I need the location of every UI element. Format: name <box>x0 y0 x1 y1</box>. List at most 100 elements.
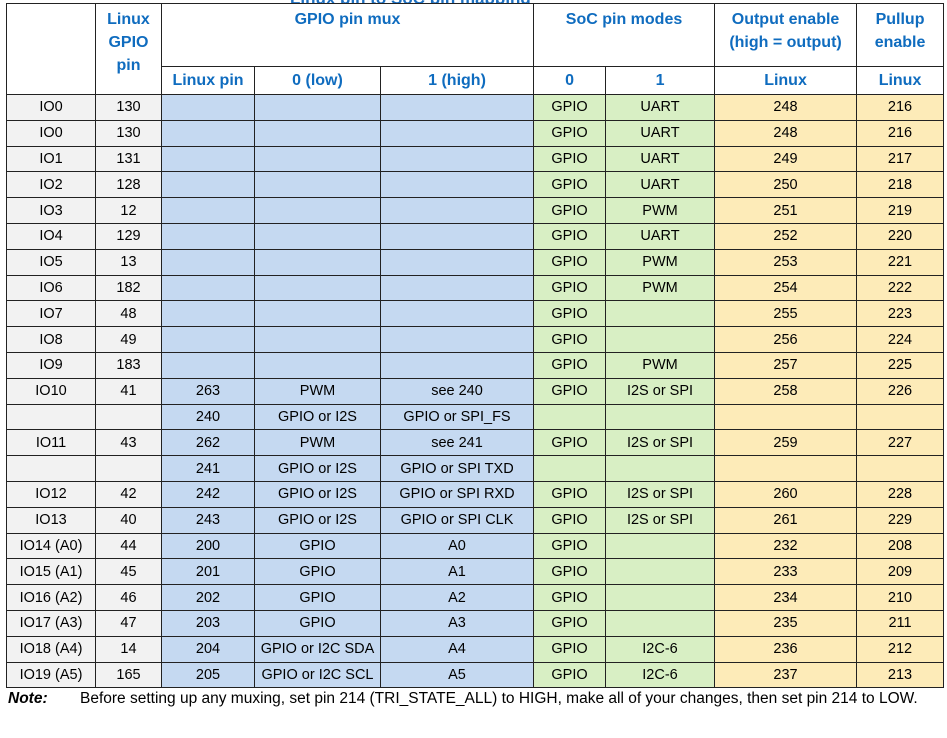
cell-soc-0: GPIO <box>533 274 607 302</box>
cell-soc-1 <box>605 403 716 431</box>
table-row: IO17 (A3) 47 203 GPIO A3 GPIO 235 211 <box>6 609 945 637</box>
cell-signal: IO7 <box>6 300 96 328</box>
cell-mux-low: GPIO or I2S <box>254 455 381 482</box>
cell-mux-linux-pin: 201 <box>161 558 255 586</box>
cell-output-enable: 258 <box>714 377 858 405</box>
cell-soc-0: GPIO <box>533 351 607 379</box>
note-label: Note: <box>8 690 48 707</box>
table-row: IO11 43 262 PWM see 241 GPIO I2S or SPI 259 227 <box>6 429 945 457</box>
cell-linux-gpio: 47 <box>95 609 162 637</box>
subheader-soc-1: 1 <box>605 66 716 95</box>
cell-soc-1 <box>605 326 716 353</box>
cell-linux-gpio: 41 <box>95 377 162 405</box>
cell-mux-linux-pin <box>161 248 255 276</box>
cell-soc-1: UART <box>605 171 716 199</box>
cell-output-enable <box>714 403 858 431</box>
cell-output-enable: 253 <box>714 248 858 276</box>
cell-mux-high: A1 <box>379 558 535 586</box>
cell-soc-0: GPIO <box>533 326 607 353</box>
cell-output-enable: 260 <box>714 480 858 508</box>
cell-pullup-enable: 216 <box>856 94 945 121</box>
cell-soc-0: GPIO <box>533 377 607 405</box>
cell-soc-0: GPIO <box>533 429 607 457</box>
subheader-mux-low: 0 (low) <box>254 66 381 95</box>
cell-mux-low <box>254 171 381 199</box>
cell-pullup-enable: 226 <box>856 377 945 405</box>
cell-soc-0 <box>533 403 607 431</box>
cell-pullup-enable: 213 <box>856 661 945 689</box>
cell-soc-0: GPIO <box>533 222 607 250</box>
cell-soc-0: GPIO <box>533 197 607 224</box>
cell-output-enable: 235 <box>714 609 858 637</box>
cell-linux-gpio: 129 <box>95 222 162 250</box>
cell-linux-gpio: 43 <box>95 429 162 457</box>
cell-soc-1: PWM <box>605 197 716 224</box>
cell-pullup-enable: 222 <box>856 274 945 302</box>
cell-mux-low: GPIO <box>254 584 381 611</box>
subheader-soc-0: 0 <box>533 66 607 95</box>
cell-mux-linux-pin <box>161 145 255 173</box>
cell-mux-low <box>254 248 381 276</box>
cell-linux-gpio: 44 <box>95 532 162 560</box>
cell-soc-1: I2C-6 <box>605 635 716 663</box>
cell-mux-high <box>379 248 535 276</box>
cell-soc-1: PWM <box>605 274 716 302</box>
cell-mux-low <box>254 300 381 328</box>
header-linux-gpio: Linux GPIO pin <box>95 3 162 95</box>
cell-soc-1 <box>605 532 716 560</box>
cell-mux-high <box>379 145 535 173</box>
cell-signal <box>6 403 96 431</box>
cell-linux-gpio: 48 <box>95 300 162 328</box>
cell-pullup-enable: 209 <box>856 558 945 586</box>
cell-pullup-enable: 224 <box>856 326 945 353</box>
cell-signal: IO0 <box>6 94 96 121</box>
cell-mux-linux-pin <box>161 119 255 147</box>
cell-mux-linux-pin: 241 <box>161 455 255 482</box>
cell-mux-high: A2 <box>379 584 535 611</box>
cell-mux-high: GPIO or SPI TXD <box>379 455 535 482</box>
cell-linux-gpio: 130 <box>95 94 162 121</box>
cell-output-enable: 237 <box>714 661 858 689</box>
cell-soc-1: UART <box>605 145 716 173</box>
cell-signal: IO11 <box>6 429 96 457</box>
cell-mux-linux-pin: 263 <box>161 377 255 405</box>
header-pullup-enable: Pullup enable <box>856 3 945 67</box>
note-text: Before setting up any muxing, set pin 21… <box>80 690 918 707</box>
cell-mux-high <box>379 351 535 379</box>
table-row: IO12 42 242 GPIO or I2S GPIO or SPI RXD GPIO I… <box>6 480 945 508</box>
cell-mux-high <box>379 222 535 250</box>
cell-mux-linux-pin <box>161 171 255 199</box>
cell-soc-1 <box>605 300 716 328</box>
table-row: IO10 41 263 PWM see 240 GPIO I2S or SPI 258 226 <box>6 377 945 405</box>
cell-linux-gpio <box>95 403 162 431</box>
cell-mux-linux-pin: 243 <box>161 506 255 534</box>
cell-pullup-enable <box>856 455 945 482</box>
cell-mux-high <box>379 197 535 224</box>
cell-pullup-enable: 208 <box>856 532 945 560</box>
cell-soc-0: GPIO <box>533 248 607 276</box>
cell-output-enable: 248 <box>714 119 858 147</box>
cell-pullup-enable: 223 <box>856 300 945 328</box>
cell-mux-linux-pin: 262 <box>161 429 255 457</box>
cell-mux-low <box>254 94 381 121</box>
cell-mux-high: GPIO or SPI_FS <box>379 403 535 431</box>
subheader-mux-linux-pin: Linux pin <box>161 66 255 95</box>
cell-signal: IO14 (A0) <box>6 532 96 560</box>
cell-mux-low <box>254 119 381 147</box>
cell-mux-low: GPIO or I2S <box>254 403 381 431</box>
cell-pullup-enable: 217 <box>856 145 945 173</box>
cell-mux-linux-pin: 205 <box>161 661 255 689</box>
cell-pullup-enable: 229 <box>856 506 945 534</box>
cell-soc-0: GPIO <box>533 609 607 637</box>
cell-linux-gpio: 45 <box>95 558 162 586</box>
cell-pullup-enable: 210 <box>856 584 945 611</box>
cell-mux-high: see 240 <box>379 377 535 405</box>
cell-mux-high <box>379 119 535 147</box>
cell-signal: IO12 <box>6 480 96 508</box>
cell-output-enable: 233 <box>714 558 858 586</box>
cell-soc-1: I2C-6 <box>605 661 716 689</box>
cell-linux-gpio: 14 <box>95 635 162 663</box>
cell-linux-gpio: 13 <box>95 248 162 276</box>
table-row: IO14 (A0) 44 200 GPIO A0 GPIO 232 208 <box>6 532 945 560</box>
cell-linux-gpio: 182 <box>95 274 162 302</box>
